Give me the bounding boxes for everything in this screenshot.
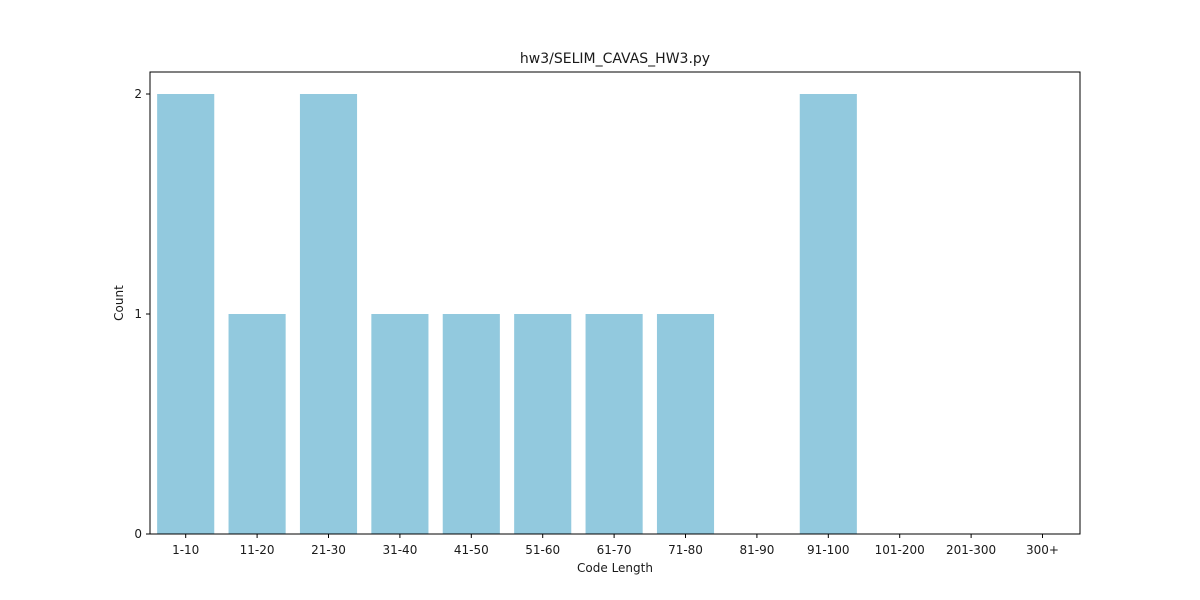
x-tick-label: 11-20 — [240, 543, 275, 557]
x-tick-label: 71-80 — [668, 543, 703, 557]
bar-61-70 — [585, 314, 643, 534]
y-tick-label: 1 — [134, 307, 142, 321]
x-tick-label: 51-60 — [525, 543, 560, 557]
y-tick-label: 0 — [134, 527, 142, 541]
y-tick-label: 2 — [134, 87, 142, 101]
x-tick-label: 201-300 — [946, 543, 996, 557]
x-axis-ticks: 1-10 11-20 21-30 31-40 41-50 51-60 61-70 71-80 8… — [172, 534, 1059, 557]
x-tick-label: 31-40 — [382, 543, 417, 557]
chart-title: hw3/SELIM_CAVAS_HW3.py — [520, 51, 710, 67]
x-tick-label: 1-10 — [172, 543, 199, 557]
x-tick-label: 300+ — [1026, 543, 1059, 557]
x-tick-label: 101-200 — [875, 543, 925, 557]
x-tick-label: 21-30 — [311, 543, 346, 557]
y-axis-ticks: 0 1 2 — [134, 87, 150, 541]
x-tick-label: 81-90 — [739, 543, 774, 557]
y-axis-label: Count — [112, 285, 126, 321]
bar-21-30 — [299, 94, 358, 534]
bar-1-10 — [157, 94, 215, 534]
bar-51-60 — [514, 314, 572, 534]
bars-layer — [157, 94, 857, 534]
x-tick-label: 91-100 — [807, 543, 850, 557]
plot-area-frame — [149, 71, 1081, 535]
bar-71-80 — [656, 314, 715, 534]
x-axis-label: Code Length — [577, 561, 653, 575]
bar-41-50 — [442, 314, 500, 534]
x-tick-label: 41-50 — [454, 543, 489, 557]
bar-11-20 — [228, 314, 286, 534]
x-tick-label: 61-70 — [597, 543, 632, 557]
bar-91-100 — [799, 94, 857, 534]
bar-31-40 — [371, 314, 429, 534]
